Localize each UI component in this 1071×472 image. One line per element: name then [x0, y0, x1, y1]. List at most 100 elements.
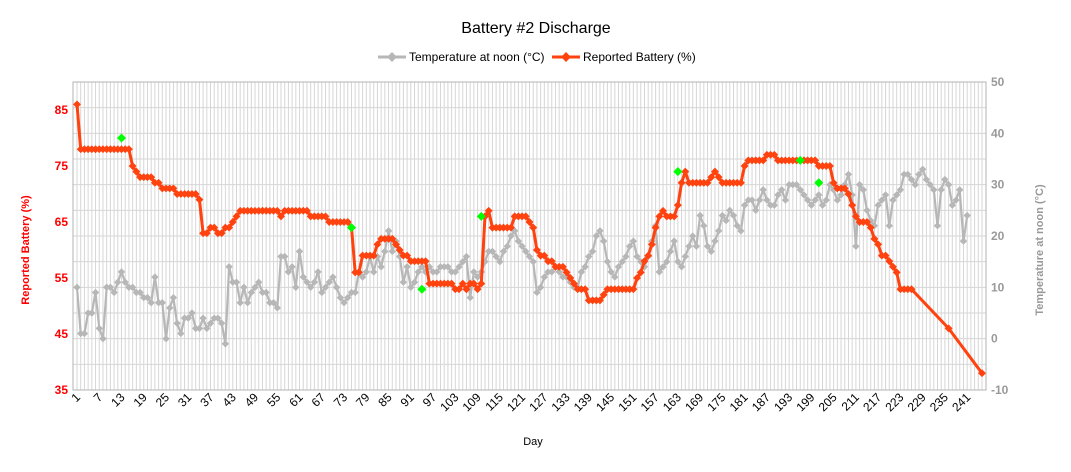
temperature-point [488, 247, 497, 256]
battery-point [863, 218, 871, 226]
battery-point [477, 279, 486, 288]
temperature-point [577, 268, 586, 276]
temperature-point [110, 288, 118, 297]
temperature-point [180, 314, 189, 322]
temperature-point [485, 247, 493, 256]
temperature-point [603, 257, 612, 266]
battery-point [403, 251, 412, 260]
temperature-point [347, 288, 356, 297]
temperature-point [859, 186, 867, 194]
temperature-point [143, 293, 152, 302]
temperature-point [407, 283, 415, 292]
temperature-point [818, 201, 827, 209]
battery-point [711, 167, 719, 176]
battery-point [507, 223, 515, 232]
battery-point [354, 268, 363, 277]
battery-point [373, 240, 382, 249]
temperature-point [388, 247, 396, 256]
battery-point [124, 145, 133, 154]
temperature-point [815, 191, 823, 199]
y-axis-left-title: Reported Battery (%) [20, 195, 32, 305]
temperature-point [158, 299, 166, 307]
temperature-point [700, 222, 708, 230]
temperature-point [473, 273, 482, 281]
legend-marker-battery [561, 52, 571, 62]
y-right-tick-label: 10 [991, 280, 1005, 294]
temperature-point [737, 227, 745, 235]
battery-point [736, 178, 745, 187]
temperature-point [941, 175, 949, 184]
chart-title: Battery #2 Discharge [461, 20, 611, 37]
temperature-point [114, 278, 122, 286]
battery-point [532, 246, 541, 254]
temperature-point [822, 196, 830, 204]
temperature-point [444, 263, 452, 271]
temperature-point [559, 273, 567, 281]
temperature-point [314, 268, 322, 276]
battery-point [132, 167, 141, 176]
battery-point [447, 279, 456, 288]
temperature-point [414, 268, 422, 276]
temperature-point [303, 278, 311, 286]
legend-label-battery: Reported Battery (%) [583, 50, 696, 64]
temperature-point [677, 263, 686, 271]
battery-point [169, 184, 178, 193]
temperature-point [255, 278, 263, 286]
battery-point [225, 223, 234, 232]
battery-point [303, 206, 311, 215]
y-left-tick-label: 55 [55, 271, 69, 285]
highlight-point [346, 223, 357, 233]
temperature-point [210, 314, 218, 322]
temperature-point [548, 268, 556, 276]
temperature-point [358, 273, 367, 281]
temperature-point [329, 273, 337, 281]
battery-point [388, 234, 397, 243]
battery-point [562, 268, 571, 277]
temperature-point [837, 191, 845, 199]
battery-point [473, 285, 482, 294]
temperature-point [462, 252, 471, 261]
battery-point [640, 257, 649, 266]
y-right-tick-label: 50 [991, 75, 1005, 89]
legend-entry-battery[interactable]: Reported Battery (%) [552, 50, 696, 64]
temperature-point [258, 288, 267, 297]
battery-point [978, 369, 986, 378]
temperature-point [663, 258, 671, 266]
battery-point [525, 218, 534, 226]
battery-point [547, 257, 556, 266]
temperature-point [911, 181, 919, 189]
temperature-point [666, 247, 675, 256]
battery-point [210, 223, 219, 232]
temperature-point [433, 268, 441, 276]
temperature-point [195, 324, 204, 333]
temperature-point [959, 237, 968, 245]
temperature-point [188, 309, 196, 317]
temperature-point [466, 293, 474, 302]
temperature-point [655, 268, 663, 276]
battery-point [881, 251, 890, 260]
battery-point [154, 178, 163, 187]
y-right-tick-label: -10 [991, 383, 1009, 397]
battery-point [840, 184, 849, 193]
temperature-point [273, 304, 281, 312]
battery-point [633, 274, 642, 282]
battery-point [651, 223, 660, 232]
battery-point [566, 274, 575, 282]
temperature-point [470, 268, 478, 276]
battery-point [677, 178, 686, 187]
temperature-point [292, 283, 300, 292]
battery-point [558, 262, 567, 271]
temperature-point [151, 273, 159, 281]
battery-point [458, 279, 467, 288]
temperature-point [956, 186, 964, 194]
temperature-point [362, 268, 370, 276]
temperature-point [614, 263, 623, 271]
temperature-point [878, 196, 886, 204]
temperature-point [514, 237, 523, 245]
temperature-point [789, 181, 797, 189]
battery-point [892, 268, 901, 277]
battery-point [811, 156, 820, 165]
temperature-point [306, 283, 315, 291]
temperature-point [310, 278, 319, 286]
battery-point [73, 100, 81, 109]
